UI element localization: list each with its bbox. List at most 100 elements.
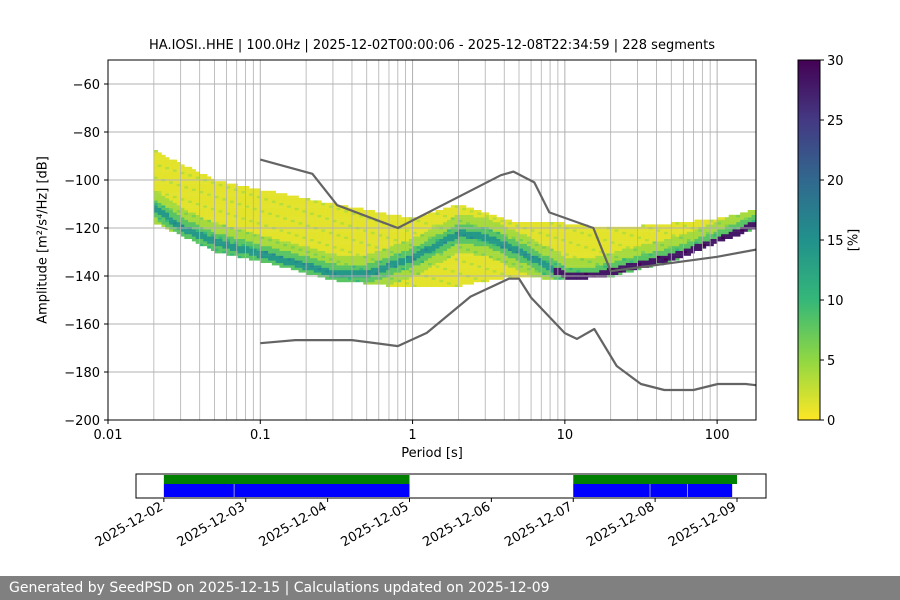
heat-cell — [603, 267, 608, 271]
heat-cell — [153, 164, 158, 167]
heat-cell — [553, 265, 558, 268]
heat-cell — [435, 214, 440, 218]
heat-cell — [435, 250, 440, 254]
heat-cell — [462, 229, 467, 232]
heat-cell — [565, 260, 570, 263]
heat-cell — [401, 234, 406, 237]
heat-cell — [382, 270, 387, 273]
heat-cell — [153, 166, 158, 170]
heat-cell — [641, 258, 646, 261]
heat-cell — [340, 212, 345, 215]
heat-cell — [275, 217, 280, 220]
heat-cell — [340, 234, 345, 237]
heat-cell — [397, 246, 402, 249]
heat-cell — [226, 212, 231, 215]
heat-cell — [172, 169, 177, 172]
heat-cell — [363, 265, 368, 268]
heat-cell — [191, 219, 197, 223]
heat-cell — [557, 277, 562, 280]
heat-cell — [462, 243, 467, 247]
heat-cell — [336, 270, 341, 273]
heat-cell — [184, 181, 189, 184]
heat-cell — [439, 248, 444, 251]
heat-cell — [401, 258, 406, 261]
heat-cell — [218, 224, 223, 227]
heat-cell — [287, 214, 292, 218]
heat-cell — [207, 214, 212, 218]
heat-cell — [469, 224, 474, 227]
heat-cell — [614, 243, 619, 247]
heat-cell — [618, 255, 623, 259]
heat-cell — [545, 234, 551, 237]
heat-cell — [561, 224, 566, 227]
heat-cell — [534, 258, 539, 261]
heat-cell — [351, 248, 356, 251]
heat-cell — [241, 219, 246, 223]
heat-cell — [698, 248, 703, 251]
heat-cell — [511, 222, 516, 225]
heat-cell — [542, 238, 547, 242]
heat-cell — [420, 241, 425, 244]
heat-cell — [271, 224, 276, 227]
heat-cell — [580, 246, 585, 249]
heat-cell — [713, 238, 718, 242]
heat-cell — [610, 260, 615, 263]
heat-cell — [545, 253, 551, 256]
heat-cell — [199, 241, 204, 244]
heat-cell — [713, 229, 718, 232]
heat-cell — [275, 210, 280, 213]
heat-cell — [321, 265, 326, 268]
heat-cell — [565, 229, 570, 232]
heat-cell — [679, 229, 684, 232]
heat-cell — [302, 246, 307, 249]
heat-cell — [466, 260, 471, 263]
heat-cell — [549, 270, 554, 273]
heat-cell — [629, 248, 634, 251]
heat-cell — [374, 260, 379, 263]
heat-cell — [222, 205, 227, 208]
footer-bar: Generated by SeedPSD on 2025-12-15 | Cal… — [0, 576, 900, 600]
heat-cell — [424, 222, 429, 225]
heat-cell — [359, 224, 364, 227]
heat-cell — [469, 207, 474, 211]
heat-cell — [222, 222, 227, 225]
heat-cell — [565, 258, 570, 261]
heat-cell — [161, 207, 166, 211]
heat-cell — [576, 270, 581, 273]
heat-cell — [462, 246, 467, 249]
heat-cell — [229, 207, 235, 211]
heat-cell — [504, 258, 509, 261]
heat-cell — [195, 236, 200, 239]
heat-cell — [576, 236, 581, 239]
heat-cell — [412, 258, 417, 261]
heat-cell — [648, 243, 653, 247]
heat-cell — [572, 243, 577, 247]
heat-cell — [408, 267, 414, 271]
heat-cell — [328, 229, 334, 232]
heat-cell — [622, 231, 627, 235]
heat-cell — [325, 236, 330, 239]
heat-cell — [606, 272, 611, 275]
heat-cell — [599, 241, 604, 244]
heat-cell — [199, 190, 204, 194]
heat-cell — [721, 234, 726, 237]
heat-cell — [469, 229, 474, 232]
heat-cell — [370, 236, 375, 239]
heat-cell — [523, 272, 528, 275]
heat-cell — [237, 238, 242, 242]
heat-cell — [378, 253, 383, 256]
heat-cell — [549, 248, 554, 251]
heat-cell — [454, 219, 459, 223]
heat-cell — [644, 234, 650, 237]
heat-cell — [679, 241, 684, 244]
heat-cell — [435, 217, 440, 220]
heat-cell — [287, 200, 292, 203]
heat-cell — [207, 190, 212, 194]
heat-cell — [587, 248, 592, 251]
heat-cell — [283, 236, 288, 239]
heat-cell — [408, 250, 414, 254]
heat-cell — [336, 222, 341, 225]
heat-cell — [378, 267, 383, 271]
heat-cell — [191, 217, 197, 220]
heat-cell — [325, 270, 330, 273]
